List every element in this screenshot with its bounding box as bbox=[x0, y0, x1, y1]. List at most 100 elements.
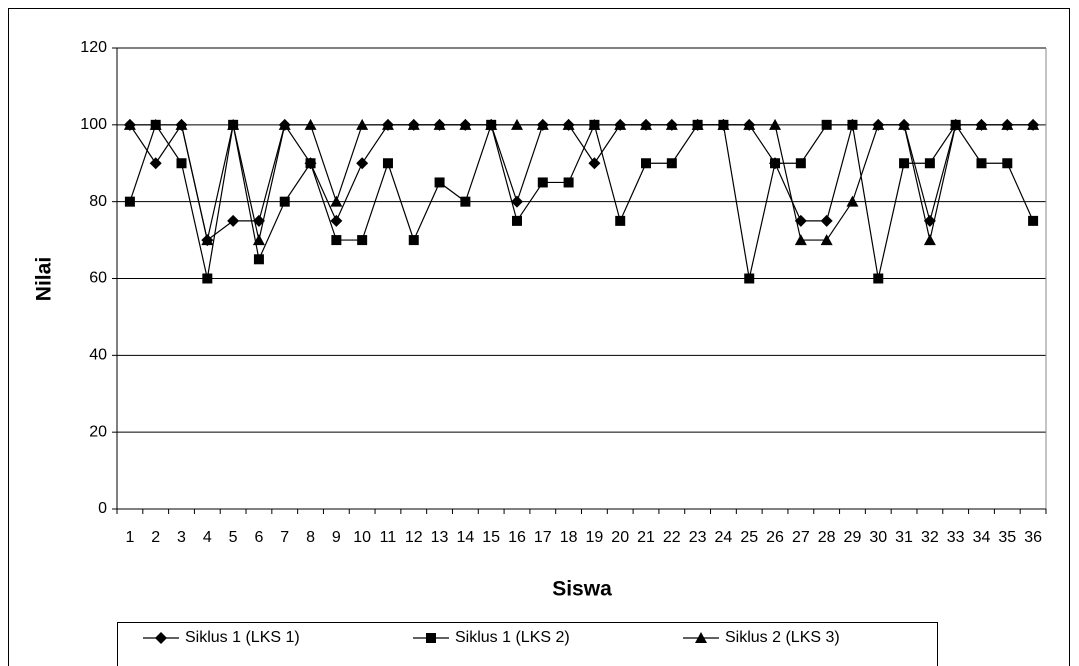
marker bbox=[510, 195, 523, 208]
marker bbox=[149, 157, 162, 170]
marker bbox=[744, 273, 755, 284]
marker bbox=[459, 118, 472, 130]
series-line bbox=[129, 124, 1034, 241]
series-line bbox=[129, 122, 1034, 279]
marker bbox=[847, 119, 858, 130]
x-tick-label: 35 bbox=[998, 529, 1016, 546]
marker bbox=[588, 157, 601, 170]
marker bbox=[873, 273, 884, 284]
marker bbox=[149, 118, 162, 130]
marker bbox=[510, 118, 523, 130]
marker bbox=[382, 158, 393, 169]
legend-label: Siklus 1 (LKS 1) bbox=[185, 629, 300, 646]
y-tick-label: 100 bbox=[80, 116, 107, 133]
marker bbox=[202, 273, 213, 284]
x-tick-label: 8 bbox=[306, 529, 315, 546]
x-tick-label: 26 bbox=[766, 529, 784, 546]
marker bbox=[227, 214, 240, 227]
x-tick-label: 4 bbox=[203, 529, 212, 546]
marker bbox=[794, 234, 807, 246]
marker bbox=[460, 196, 471, 207]
marker bbox=[872, 118, 885, 130]
marker bbox=[252, 214, 265, 227]
x-tick-label: 23 bbox=[689, 529, 707, 546]
marker bbox=[175, 118, 188, 130]
x-tick-label: 36 bbox=[1024, 529, 1042, 546]
x-tick-label: 17 bbox=[534, 529, 552, 546]
marker bbox=[330, 195, 343, 207]
marker bbox=[123, 118, 136, 130]
marker bbox=[433, 118, 446, 130]
x-tick-label: 7 bbox=[280, 529, 289, 546]
x-tick-label: 2 bbox=[151, 529, 160, 546]
marker bbox=[253, 254, 264, 265]
x-tick-label: 30 bbox=[869, 529, 887, 546]
series-line bbox=[129, 123, 1034, 242]
marker bbox=[769, 118, 782, 130]
x-tick-label: 3 bbox=[177, 529, 186, 546]
x-tick-label: 22 bbox=[663, 529, 681, 546]
marker bbox=[381, 118, 394, 130]
x-tick-label: 5 bbox=[229, 529, 238, 546]
marker bbox=[695, 632, 707, 643]
marker bbox=[795, 158, 806, 169]
x-tick-label: 18 bbox=[560, 529, 578, 546]
marker bbox=[743, 118, 756, 130]
marker bbox=[899, 158, 910, 169]
marker bbox=[304, 118, 317, 130]
x-tick-label: 33 bbox=[947, 529, 965, 546]
marker bbox=[666, 158, 677, 169]
marker bbox=[408, 235, 419, 246]
y-tick-label: 40 bbox=[89, 347, 107, 364]
marker bbox=[124, 196, 135, 207]
x-tick-label: 27 bbox=[792, 529, 810, 546]
x-tick-label: 9 bbox=[332, 529, 341, 546]
x-tick-label: 10 bbox=[353, 529, 371, 546]
marker bbox=[227, 118, 240, 130]
x-tick-label: 31 bbox=[895, 529, 913, 546]
x-tick-label: 13 bbox=[431, 529, 449, 546]
marker bbox=[614, 118, 627, 130]
x-tick-label: 6 bbox=[254, 529, 263, 546]
marker bbox=[331, 235, 342, 246]
marker bbox=[924, 158, 935, 169]
marker bbox=[434, 177, 445, 188]
x-tick-label: 29 bbox=[844, 529, 862, 546]
x-tick-label: 25 bbox=[740, 529, 758, 546]
marker bbox=[821, 119, 832, 130]
marker bbox=[278, 118, 291, 130]
marker bbox=[155, 632, 167, 644]
marker bbox=[563, 177, 574, 188]
marker bbox=[176, 158, 187, 169]
marker bbox=[562, 118, 575, 130]
marker bbox=[923, 234, 936, 246]
marker bbox=[717, 118, 730, 130]
marker bbox=[770, 158, 781, 169]
marker bbox=[1002, 158, 1013, 169]
legend-label: Siklus 2 (LKS 3) bbox=[725, 629, 840, 646]
y-tick-label: 0 bbox=[98, 500, 107, 517]
marker bbox=[485, 118, 498, 130]
x-tick-label: 20 bbox=[611, 529, 629, 546]
marker bbox=[537, 177, 548, 188]
marker bbox=[407, 118, 420, 130]
marker bbox=[357, 235, 368, 246]
x-tick-label: 24 bbox=[715, 529, 733, 546]
marker bbox=[975, 118, 988, 130]
marker bbox=[976, 158, 987, 169]
x-tick-label: 19 bbox=[586, 529, 604, 546]
marker bbox=[923, 214, 936, 227]
x-tick-label: 11 bbox=[380, 529, 397, 546]
x-tick-label: 16 bbox=[508, 529, 526, 546]
marker bbox=[279, 196, 290, 207]
y-axis-title: Nilai bbox=[33, 257, 56, 301]
y-tick-label: 80 bbox=[89, 193, 107, 210]
marker bbox=[330, 214, 343, 227]
marker bbox=[1001, 118, 1014, 130]
x-tick-label: 21 bbox=[637, 529, 655, 546]
x-tick-label: 34 bbox=[973, 529, 991, 546]
marker bbox=[691, 118, 704, 130]
marker bbox=[794, 214, 807, 227]
marker bbox=[898, 118, 911, 130]
